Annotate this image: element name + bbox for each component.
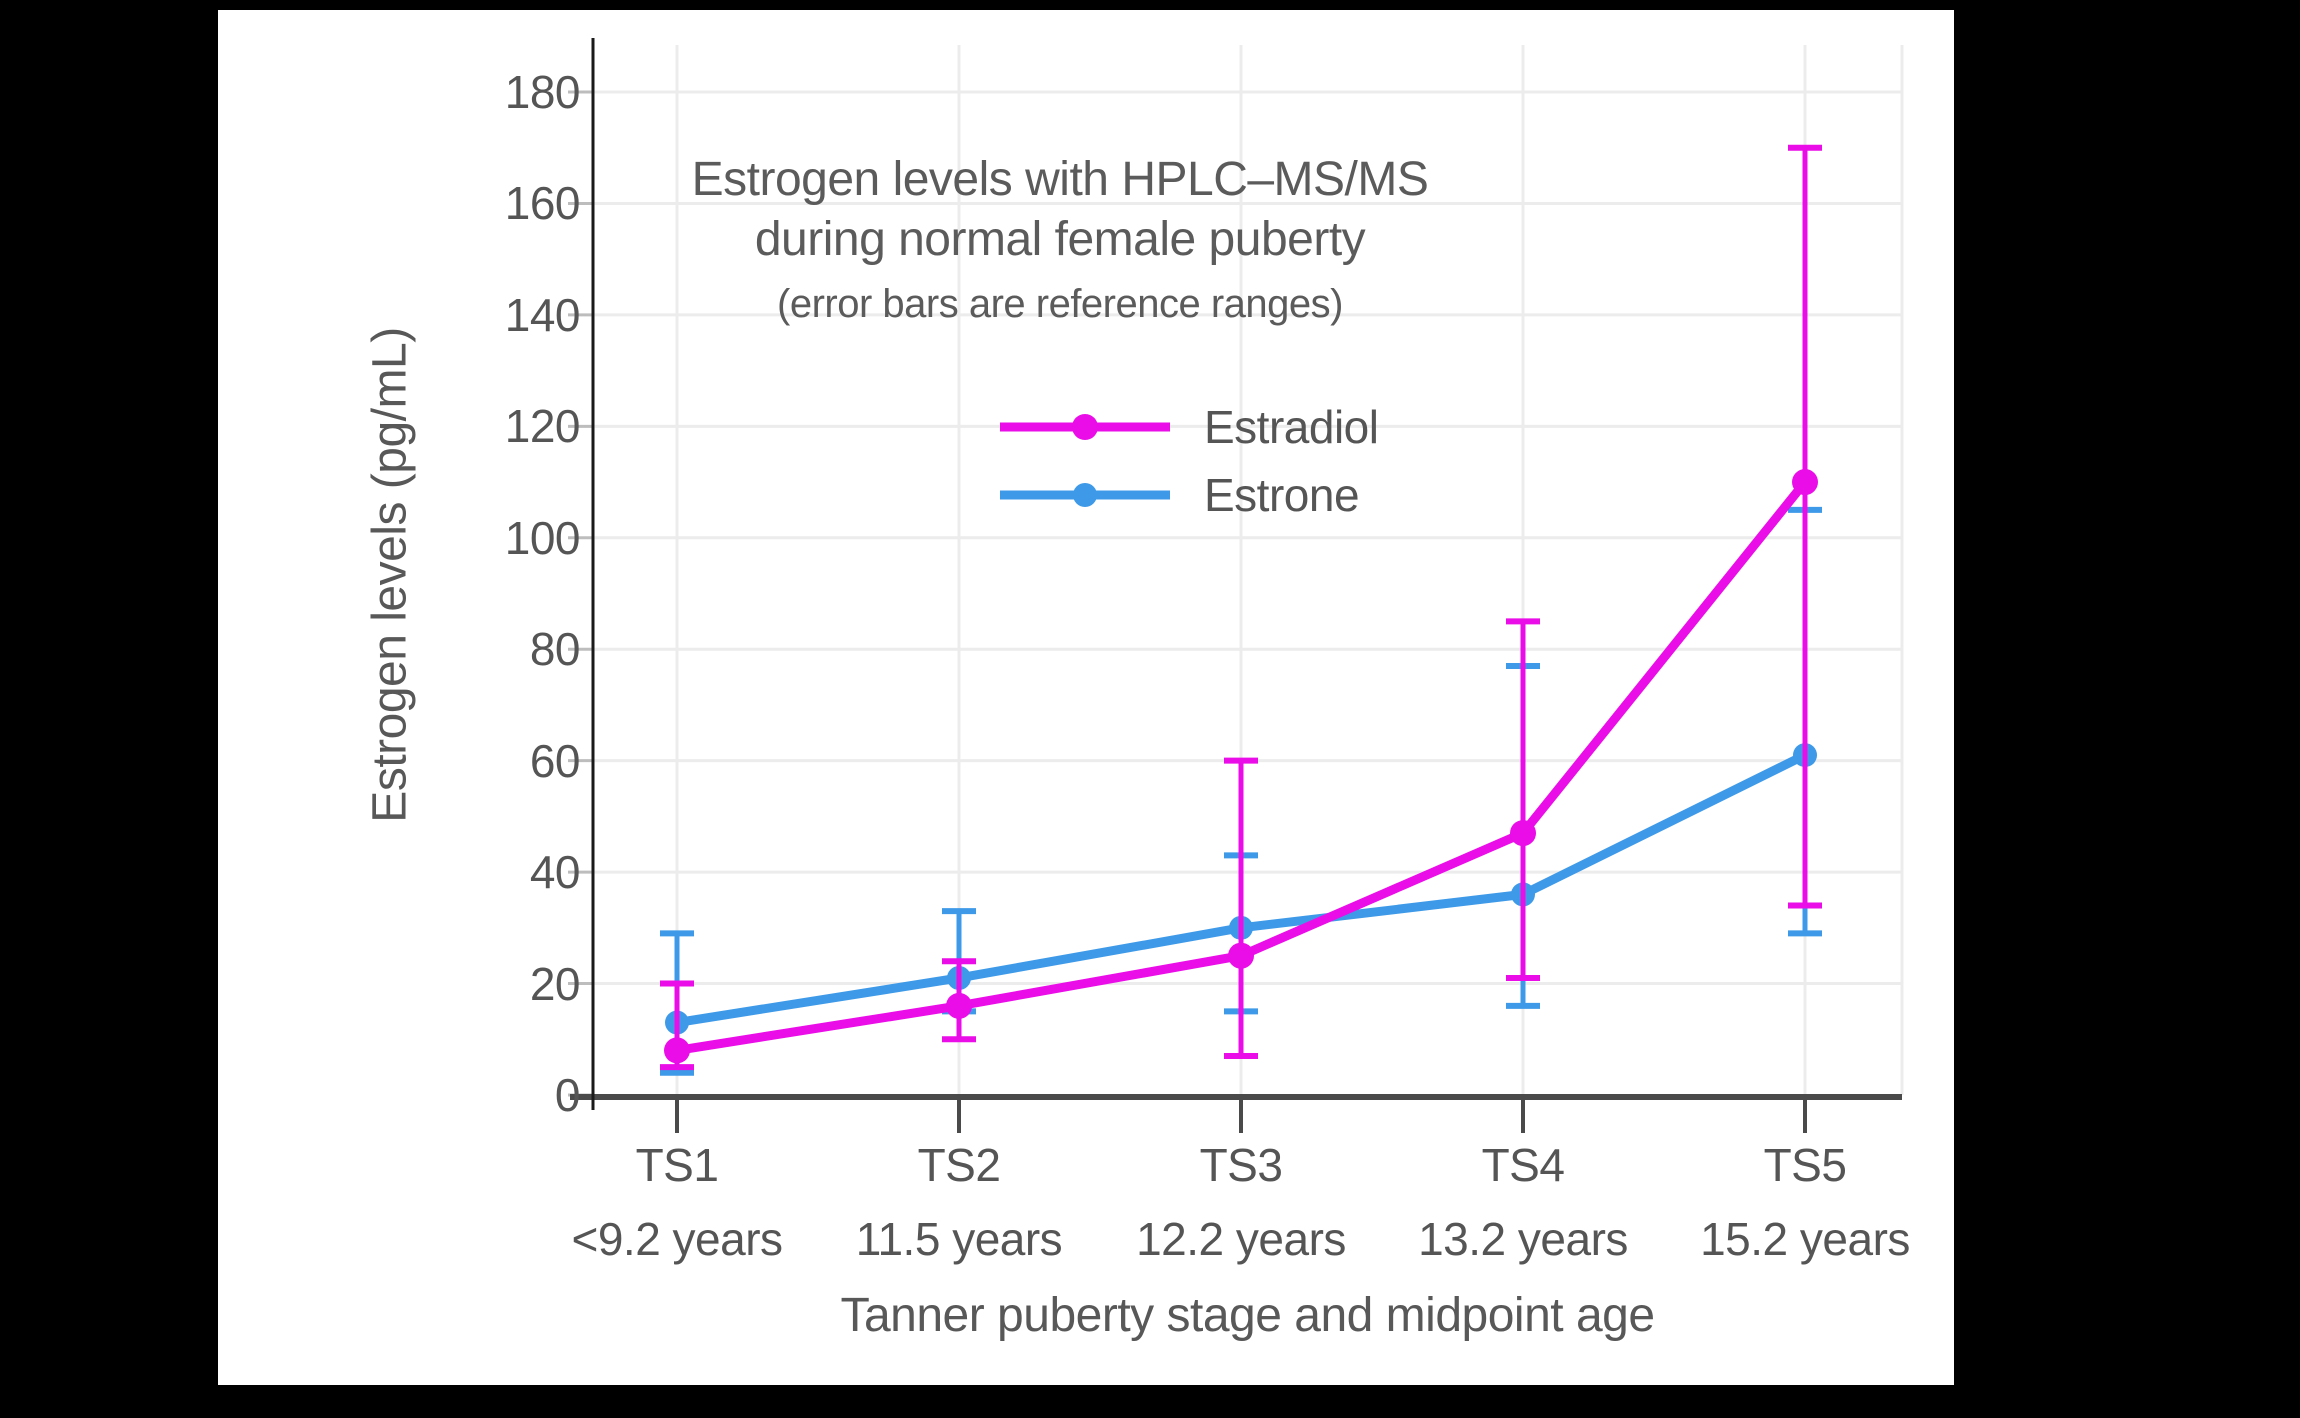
marker-estradiol xyxy=(1792,469,1818,496)
marker-estradiol xyxy=(946,992,972,1019)
y-tick-label: 0 xyxy=(554,1069,581,1121)
y-tick-label: 40 xyxy=(529,846,581,899)
y-tick-label: 20 xyxy=(529,957,581,1010)
y-axis-title: Estrogen levels (pg/mL) xyxy=(363,327,417,823)
x-tick-label-age: 11.5 years xyxy=(855,1213,1063,1265)
chart-canvas: Estrogen levels with HPLC–MS/MS during n… xyxy=(218,10,1954,1385)
legend-item-estrone: Estrone xyxy=(1000,469,1378,521)
legend-label-estrone: Estrone xyxy=(1204,469,1360,521)
y-tick-label: 180 xyxy=(504,66,581,118)
x-tick-label-stage: TS3 xyxy=(1199,1139,1283,1191)
estradiol-line-dot-icon xyxy=(1000,414,1170,440)
x-tick-label-stage: TS5 xyxy=(1763,1139,1847,1191)
y-tick-label: 120 xyxy=(504,400,581,453)
legend-label-estradiol: Estradiol xyxy=(1204,401,1379,453)
legend-item-estradiol: Estradiol xyxy=(1000,401,1379,453)
x-tick-label-age: 12.2 years xyxy=(1136,1213,1346,1265)
chart-title: Estrogen levels with HPLC–MS/MS during n… xyxy=(218,150,1902,270)
y-tick-label: 80 xyxy=(529,623,581,676)
chart-subtitle: (error bars are reference ranges) xyxy=(777,282,1343,326)
marker-estradiol xyxy=(1510,820,1536,847)
x-tick-label-age: 15.2 years xyxy=(1700,1213,1910,1265)
x-tick-label-stage: TS2 xyxy=(917,1139,1001,1191)
x-tick-label-stage: TS4 xyxy=(1481,1139,1565,1191)
y-tick-label: 60 xyxy=(529,734,581,787)
x-tick-label-age: <9.2 years xyxy=(571,1213,783,1265)
chart-title-line2: during normal female puberty xyxy=(754,213,1366,266)
marker-estradiol xyxy=(1228,942,1254,969)
line-chart xyxy=(568,38,1904,1133)
marker-estradiol xyxy=(664,1037,690,1064)
estrone-line-dot-icon xyxy=(1000,483,1170,507)
y-tick-label: 100 xyxy=(504,511,581,564)
x-axis-title: Tanner puberty stage and midpoint age xyxy=(840,1289,1655,1342)
y-tick-label: 160 xyxy=(504,177,581,230)
legend: Estradiol Estrone xyxy=(1000,401,1379,542)
x-tick-label-age: 13.2 years xyxy=(1418,1213,1628,1265)
chart-title-line1: Estrogen levels with HPLC–MS/MS xyxy=(691,153,1429,206)
x-tick-label-stage: TS1 xyxy=(635,1139,719,1191)
y-tick-label: 140 xyxy=(504,288,581,341)
